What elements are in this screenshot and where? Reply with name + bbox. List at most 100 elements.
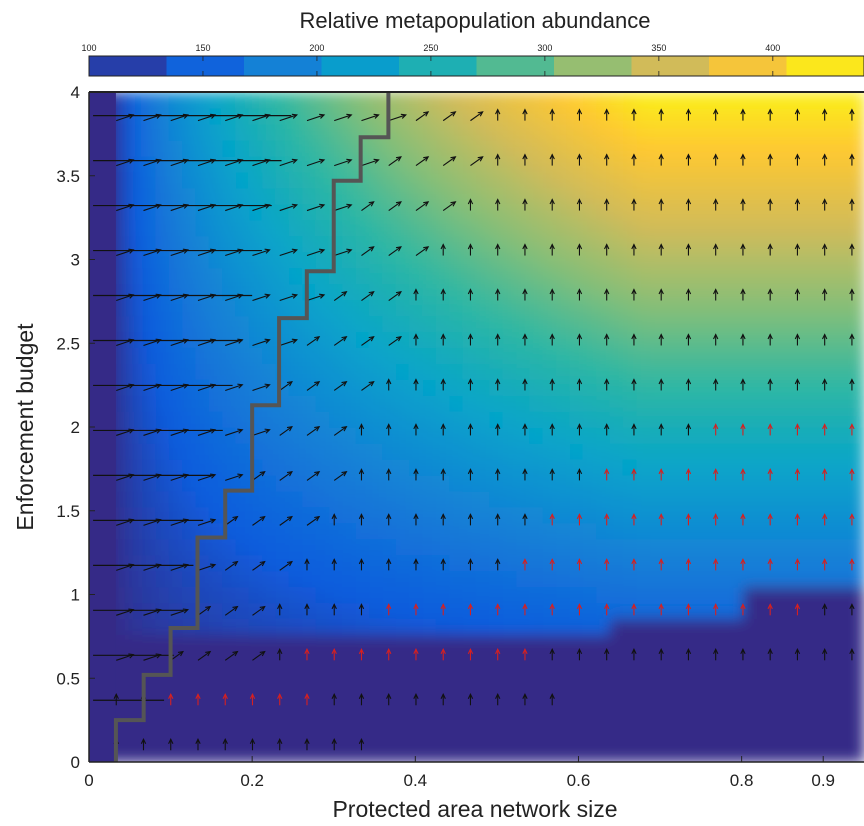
heatmap-cell: [502, 346, 518, 364]
heatmap-cell: [529, 314, 545, 332]
heatmap-cell: [823, 266, 838, 285]
quiver-arrow: [767, 243, 773, 256]
heatmap-cell: [743, 554, 758, 572]
quiver-arrow: [549, 378, 555, 391]
heatmap-cell: [329, 490, 344, 508]
heatmap-cell: [369, 697, 384, 715]
quiver-arrow: [225, 203, 244, 212]
heatmap-cell: [542, 681, 558, 699]
heatmap-cell: [235, 617, 251, 636]
heatmap-cell: [155, 745, 170, 762]
heatmap-cell: [489, 139, 504, 157]
quiver-arrow: [767, 423, 773, 436]
heatmap-cell: [636, 123, 651, 141]
heatmap-cell: [569, 522, 585, 540]
heatmap-cell: [435, 633, 451, 652]
heatmap-cell: [796, 729, 812, 747]
heatmap-cell: [609, 378, 625, 396]
quiver-arrow: [252, 470, 266, 481]
heatmap-cell: [208, 187, 224, 205]
heatmap-cell: [422, 314, 438, 332]
heatmap-cell: [355, 107, 371, 125]
heatmap-cell: [716, 522, 732, 540]
quiver-arrow: [522, 558, 528, 571]
heatmap-cell: [663, 729, 678, 747]
heatmap-cell: [182, 266, 197, 285]
heatmap-cell: [622, 490, 638, 508]
heatmap-cell: [516, 107, 531, 125]
heatmap-cell: [716, 314, 732, 332]
heatmap-cell: [355, 506, 371, 524]
heatmap-cell: [395, 554, 411, 572]
heatmap-cell: [622, 713, 638, 731]
heatmap-cell: [582, 442, 598, 460]
heatmap-cell: [649, 522, 665, 540]
heatmap-cell: [115, 458, 130, 476]
heatmap-cell: [796, 219, 812, 237]
heatmap-cell: [435, 314, 451, 332]
quiver-arrow: [549, 108, 555, 121]
heatmap-cell: [302, 570, 317, 588]
x-axis: 0 0.2 0.4 0.6 0.8 0.9: [84, 756, 835, 790]
heatmap-cell: [409, 713, 424, 731]
quiver-arrow: [713, 108, 719, 121]
heatmap-cell: [395, 697, 411, 715]
heatmap-cell: [195, 298, 210, 317]
heatmap-cell: [155, 729, 170, 747]
heatmap-cell: [382, 570, 398, 588]
x-tick-label: 0.9: [811, 771, 835, 790]
quiver-arrow: [740, 513, 746, 526]
heatmap-cell: [609, 713, 625, 731]
heatmap-cell: [810, 681, 825, 699]
heatmap-cell: [409, 665, 424, 683]
heatmap-cell: [195, 330, 210, 348]
heatmap-cell: [636, 362, 651, 380]
heatmap-cell: [689, 554, 705, 572]
heatmap-cell: [409, 203, 424, 221]
heatmap-cell: [516, 522, 531, 540]
quiver-arrow: [197, 518, 217, 526]
heatmap-cell: [743, 282, 758, 301]
quiver-arrow: [522, 108, 528, 121]
heatmap-cell: [302, 203, 317, 221]
quiver-arrow: [143, 203, 162, 212]
quiver-arrow: [467, 468, 474, 481]
heatmap-cell: [449, 107, 464, 125]
heatmap-cell: [689, 538, 705, 556]
heatmap-cell: [462, 617, 478, 636]
heatmap-cell: [395, 506, 411, 524]
heatmap-cell: [743, 123, 758, 141]
heatmap-cell: [729, 522, 745, 540]
heatmap-cell: [689, 458, 705, 476]
heatmap-cell: [502, 506, 518, 524]
heatmap-cell: [262, 203, 277, 221]
quiver-arrow: [386, 693, 392, 706]
heatmap-cell: [315, 570, 331, 588]
heatmap-cell: [435, 107, 451, 125]
heatmap-cell: [689, 235, 705, 253]
heatmap-cell: [783, 219, 798, 237]
heatmap-cell: [208, 538, 224, 556]
heatmap-cell: [823, 187, 838, 205]
heatmap-cell: [235, 282, 251, 301]
heatmap-cell: [743, 155, 758, 173]
heatmap-cell: [743, 139, 758, 157]
heatmap-cell: [422, 570, 438, 588]
heatmap-cell: [743, 729, 758, 747]
heatmap-cell: [729, 251, 745, 269]
heatmap-cell: [836, 538, 852, 556]
heatmap-cell: [783, 665, 798, 683]
heatmap-cell: [663, 681, 678, 699]
quiver-arrow: [576, 243, 583, 256]
quiver-arrow: [631, 378, 637, 391]
heatmap-cell: [756, 378, 772, 396]
heatmap-cell: [609, 219, 625, 237]
heatmap-cell: [182, 665, 197, 683]
heatmap-cell: [288, 362, 304, 380]
quiver-arrow: [685, 153, 692, 166]
quiver-arrow: [306, 380, 321, 391]
heatmap-cell: [489, 586, 504, 604]
heatmap-cell: [716, 378, 732, 396]
heatmap-cell: [716, 633, 732, 652]
heatmap-cell: [769, 458, 785, 476]
